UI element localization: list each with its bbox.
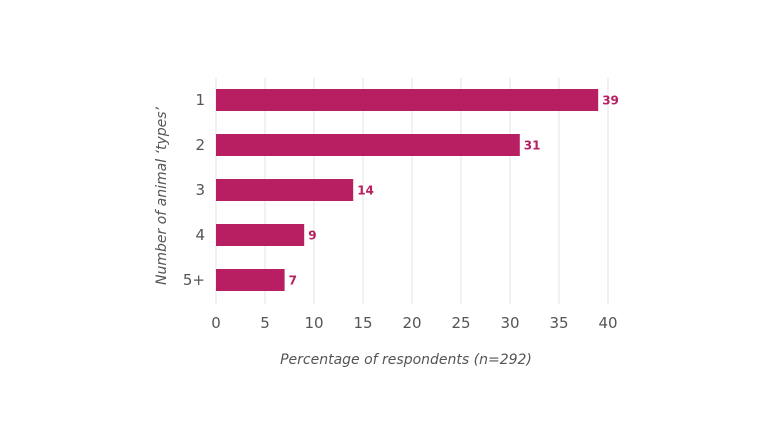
data-label: 14 — [357, 184, 374, 198]
x-tick-label: 5 — [260, 314, 270, 332]
x-tick-label: 40 — [598, 314, 617, 332]
bar-2 — [216, 134, 520, 156]
bar-3 — [216, 179, 354, 201]
bar-5plus — [216, 269, 285, 291]
y-tick-label: 2 — [195, 136, 205, 154]
bar-4 — [216, 224, 305, 246]
x-tick-label: 30 — [500, 314, 519, 332]
y-axis-ticks: 1 2 3 4 5+ — [183, 91, 205, 289]
data-labels: 39 31 14 9 7 — [289, 94, 619, 288]
x-tick-label: 15 — [353, 314, 372, 332]
x-tick-label: 20 — [402, 314, 421, 332]
y-axis-title: Number of animal ‘types’ — [154, 106, 170, 285]
x-tick-label: 25 — [451, 314, 470, 332]
data-label: 7 — [289, 274, 297, 288]
data-label: 31 — [524, 139, 541, 153]
x-tick-label: 35 — [549, 314, 568, 332]
y-tick-label: 5+ — [183, 271, 205, 289]
x-tick-label: 10 — [304, 314, 323, 332]
y-tick-label: 4 — [195, 226, 205, 244]
x-axis-ticks: 0 5 10 15 20 25 30 35 40 — [211, 314, 617, 332]
gridlines — [215, 78, 609, 304]
bar-1 — [216, 89, 599, 111]
data-label: 9 — [308, 229, 316, 243]
y-tick-label: 3 — [195, 181, 205, 199]
data-label: 39 — [602, 94, 619, 108]
y-tick-label: 1 — [195, 91, 205, 109]
x-axis-title: Percentage of respondents (n=292) — [280, 352, 532, 368]
x-tick-label: 0 — [211, 314, 221, 332]
bars — [216, 89, 599, 291]
